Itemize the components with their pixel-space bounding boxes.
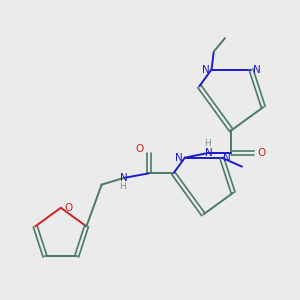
Text: N: N [202, 64, 210, 74]
Text: N: N [120, 173, 128, 183]
Text: O: O [64, 203, 73, 213]
Text: N: N [253, 64, 261, 74]
Text: N: N [175, 153, 183, 163]
Text: H: H [204, 139, 211, 148]
Text: N: N [205, 148, 213, 158]
Text: O: O [257, 148, 266, 158]
Text: N: N [224, 153, 231, 163]
Text: H: H [120, 182, 126, 191]
Text: O: O [136, 144, 144, 154]
